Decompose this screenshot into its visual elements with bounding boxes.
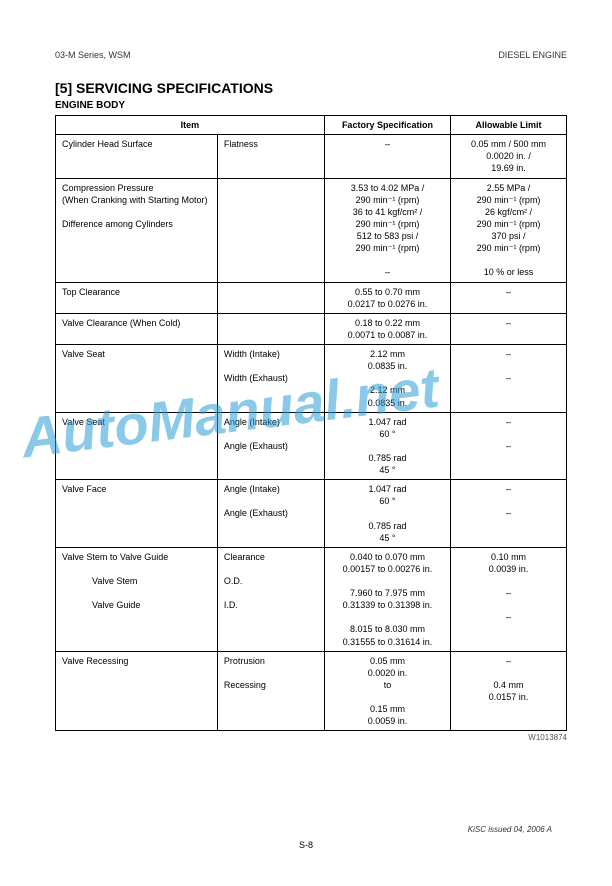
- cell-factory: 0.040 to 0.070 mm0.00157 to 0.00276 in.7…: [324, 547, 450, 651]
- table-row: Valve RecessingProtrusionRecessing0.05 m…: [56, 651, 567, 731]
- cell-factory: 0.18 to 0.22 mm0.0071 to 0.0087 in.: [324, 313, 450, 344]
- cell-item1: Valve Face: [56, 480, 218, 548]
- table-code: W1013874: [55, 733, 567, 742]
- table-row: Valve FaceAngle (Intake)Angle (Exhaust)1…: [56, 480, 567, 548]
- cell-factory: 0.05 mm0.0020 in.to0.15 mm0.0059 in.: [324, 651, 450, 731]
- footer-page: S-8: [0, 840, 612, 850]
- cell-limit: ––: [451, 480, 567, 548]
- cell-limit: –: [451, 313, 567, 344]
- cell-item2: [217, 313, 324, 344]
- spec-table: Item Factory Specification Allowable Lim…: [55, 115, 567, 731]
- cell-item1: Valve Seat: [56, 345, 218, 413]
- cell-item1: Valve Stem to Valve GuideValve StemValve…: [56, 547, 218, 651]
- cell-item2: [217, 178, 324, 282]
- cell-item1: Valve Clearance (When Cold): [56, 313, 218, 344]
- cell-limit: 0.10 mm0.0039 in.––: [451, 547, 567, 651]
- cell-limit: ––: [451, 345, 567, 413]
- col-item: Item: [56, 116, 325, 135]
- subsection-title: ENGINE BODY: [55, 100, 567, 111]
- footer-issued: KiSC issued 04, 2006 A: [468, 825, 552, 834]
- header-right: DIESEL ENGINE: [498, 50, 567, 60]
- cell-limit: ––: [451, 412, 567, 480]
- table-row: Valve Stem to Valve GuideValve StemValve…: [56, 547, 567, 651]
- cell-item2: ClearanceO.D.I.D.: [217, 547, 324, 651]
- cell-item2: Flatness: [217, 135, 324, 178]
- cell-factory: 3.53 to 4.02 MPa /290 min⁻¹ (rpm)36 to 4…: [324, 178, 450, 282]
- table-row: Top Clearance 0.55 to 0.70 mm0.0217 to 0.…: [56, 282, 567, 313]
- table-row: Cylinder Head SurfaceFlatness–0.05 mm / …: [56, 135, 567, 178]
- cell-item1: Compression Pressure(When Cranking with …: [56, 178, 218, 282]
- header-left: 03-M Series, WSM: [55, 50, 131, 60]
- table-row: Compression Pressure(When Cranking with …: [56, 178, 567, 282]
- table-header-row: Item Factory Specification Allowable Lim…: [56, 116, 567, 135]
- cell-item1: Top Clearance: [56, 282, 218, 313]
- cell-limit: 2.55 MPa /290 min⁻¹ (rpm)26 kgf/cm² /290…: [451, 178, 567, 282]
- cell-limit: –: [451, 282, 567, 313]
- cell-item1: Cylinder Head Surface: [56, 135, 218, 178]
- cell-item2: ProtrusionRecessing: [217, 651, 324, 731]
- cell-factory: 0.55 to 0.70 mm0.0217 to 0.0276 in.: [324, 282, 450, 313]
- cell-item2: Angle (Intake)Angle (Exhaust): [217, 480, 324, 548]
- cell-limit: 0.05 mm / 500 mm0.0020 in. /19.69 in.: [451, 135, 567, 178]
- col-limit: Allowable Limit: [451, 116, 567, 135]
- col-factory: Factory Specification: [324, 116, 450, 135]
- cell-item2: [217, 282, 324, 313]
- page-header: 03-M Series, WSM DIESEL ENGINE: [55, 50, 567, 60]
- section-title: [5] SERVICING SPECIFICATIONS: [55, 80, 567, 96]
- cell-item2: Width (Intake)Width (Exhaust): [217, 345, 324, 413]
- cell-factory: 1.047 rad60 °0.785 rad45 °: [324, 412, 450, 480]
- cell-item1: Valve Seat: [56, 412, 218, 480]
- cell-limit: –0.4 mm0.0157 in.: [451, 651, 567, 731]
- cell-factory: –: [324, 135, 450, 178]
- cell-factory: 2.12 mm0.0835 in.2.12 mm0.0835 in.: [324, 345, 450, 413]
- table-row: Valve Clearance (When Cold) 0.18 to 0.22 …: [56, 313, 567, 344]
- table-row: Valve SeatWidth (Intake)Width (Exhaust)2…: [56, 345, 567, 413]
- cell-factory: 1.047 rad60 °0.785 rad45 °: [324, 480, 450, 548]
- cell-item1: Valve Recessing: [56, 651, 218, 731]
- cell-item2: Angle (Intake)Angle (Exhaust): [217, 412, 324, 480]
- table-row: Valve SeatAngle (Intake)Angle (Exhaust)1…: [56, 412, 567, 480]
